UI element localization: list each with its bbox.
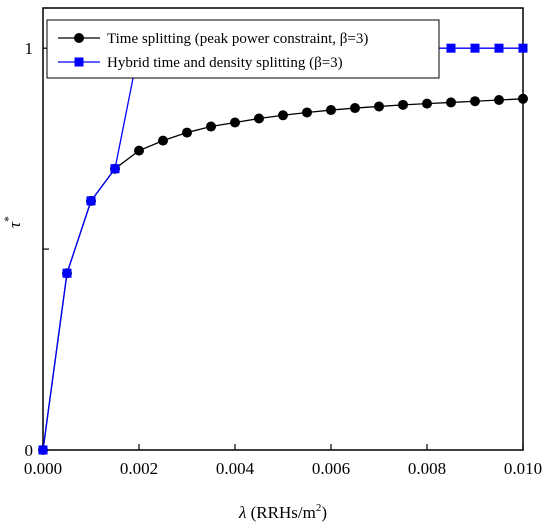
series-0-point-9 xyxy=(254,113,264,124)
series-0-point-6 xyxy=(182,127,192,138)
series-0-point-19 xyxy=(494,95,504,106)
series-1-line xyxy=(42,47,523,451)
legend-marker-1 xyxy=(74,57,84,67)
series-1-point-1 xyxy=(62,268,72,278)
x-tick-label-3: 0.006 xyxy=(312,459,350,478)
series-layer xyxy=(38,43,528,455)
series-1-point-0 xyxy=(38,445,48,455)
series-0-point-16 xyxy=(422,98,432,109)
series-1-point-17 xyxy=(446,43,456,53)
x-tick-label-0: 0.000 xyxy=(24,459,62,478)
x-tick-label-1: 0.002 xyxy=(120,459,158,478)
series-0-point-14 xyxy=(374,101,384,112)
series-1-point-2 xyxy=(86,196,96,206)
axis-ticks: 0.000 0.002 0.004 0.006 0.008 0.010 0 1 xyxy=(24,39,542,478)
x-axis-label: λ (RRHs/m2) xyxy=(238,502,327,522)
series-0-point-8 xyxy=(230,117,240,128)
series-0-point-7 xyxy=(206,121,216,132)
legend-label-0: Time splitting (peak power constraint, β… xyxy=(107,31,368,47)
series-0-point-5 xyxy=(158,135,168,146)
series-0-point-10 xyxy=(278,110,288,121)
svg-text:τ*: τ* xyxy=(1,216,24,228)
series-1-point-20 xyxy=(518,43,528,53)
series-0-point-12 xyxy=(326,105,336,116)
series-0-point-18 xyxy=(470,96,480,107)
x-tick-label-4: 0.008 xyxy=(408,459,446,478)
x-tick-label-2: 0.004 xyxy=(216,459,255,478)
series-0-point-4 xyxy=(134,145,144,156)
legend-label-1: Hybrid time and density splitting (β=3) xyxy=(107,55,343,71)
series-0-point-15 xyxy=(398,99,408,110)
y-tick-label-0: 0 xyxy=(25,441,34,460)
x-tick-label-5: 0.010 xyxy=(504,459,542,478)
series-1-point-18 xyxy=(470,43,480,53)
legend: Time splitting (peak power constraint, β… xyxy=(46,19,440,79)
series-0-point-20 xyxy=(518,93,528,104)
series-0-line xyxy=(42,98,524,451)
series-0-point-17 xyxy=(446,97,456,108)
series-0-point-13 xyxy=(350,103,360,114)
series-0 xyxy=(38,93,528,455)
legend-marker-0 xyxy=(74,33,84,43)
series-0-point-11 xyxy=(302,107,312,118)
y-tick-label-2: 1 xyxy=(25,39,34,58)
plot-frame xyxy=(42,7,524,451)
y-axis-label: τ* xyxy=(1,216,24,228)
legend-box xyxy=(46,19,440,79)
series-1-point-19 xyxy=(494,43,504,53)
series-1-point-3 xyxy=(110,164,120,174)
